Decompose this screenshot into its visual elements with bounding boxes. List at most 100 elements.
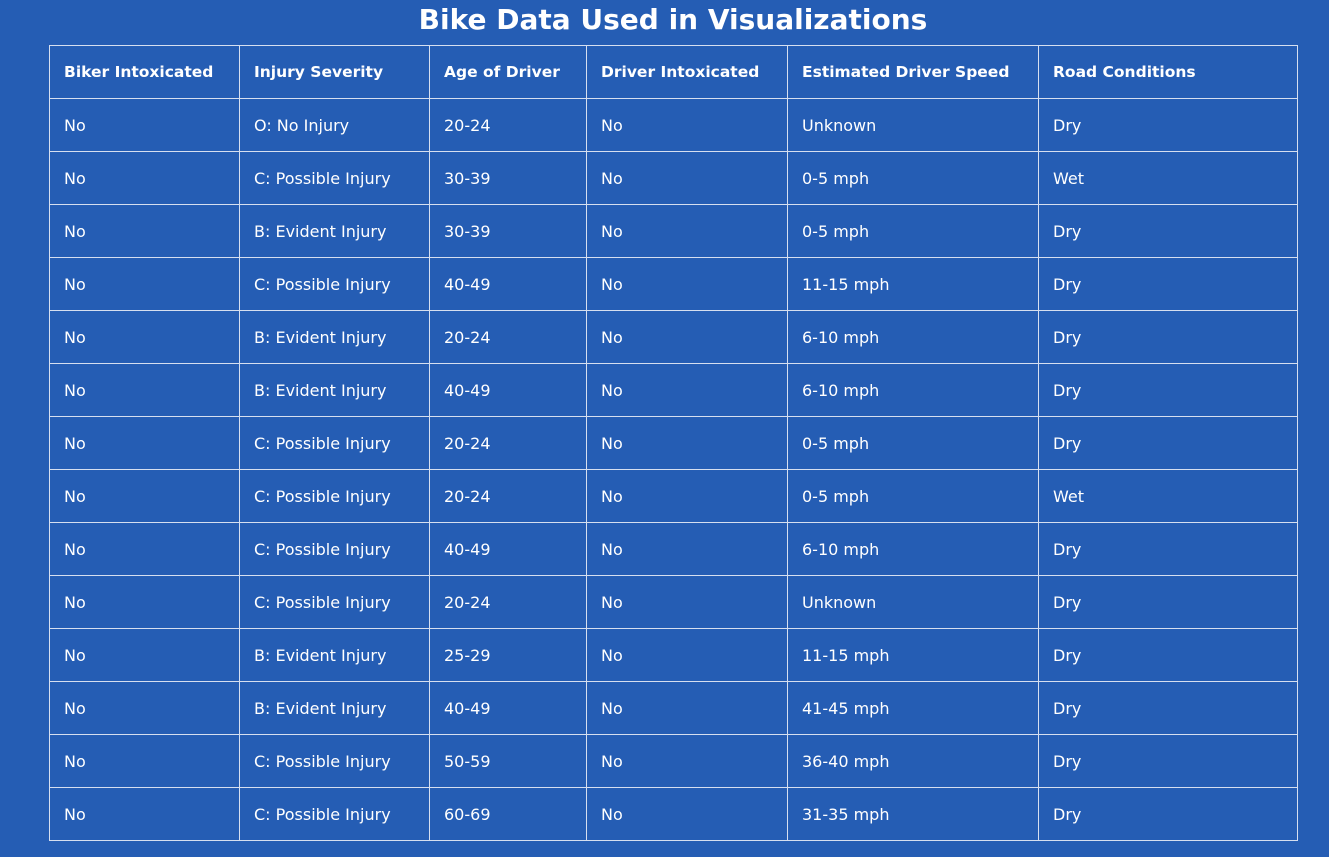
- table-cell-estimated-driver-speed: Unknown: [787, 575, 1039, 629]
- table-body: No O: No Injury 20-24 No Unknown Dry No C: Poss…: [49, 98, 1298, 841]
- table-cell-road-conditions: Dry: [1038, 681, 1298, 735]
- table-cell-injury-severity: C: Possible Injury: [239, 257, 430, 311]
- table-cell-biker-intoxicated: No: [49, 681, 240, 735]
- table-cell-age-of-driver: 20-24: [429, 575, 587, 629]
- table-cell-biker-intoxicated: No: [49, 469, 240, 523]
- page-title: Bike Data Used in Visualizations: [418, 3, 928, 36]
- table-cell-road-conditions: Dry: [1038, 522, 1298, 576]
- table-cell-driver-intoxicated: No: [586, 98, 788, 152]
- table-cell-estimated-driver-speed: Unknown: [787, 98, 1039, 152]
- table-cell-age-of-driver: 20-24: [429, 469, 587, 523]
- table-cell-estimated-driver-speed: 0-5 mph: [787, 151, 1039, 205]
- table-cell-road-conditions: Dry: [1038, 628, 1298, 682]
- table-cell-age-of-driver: 20-24: [429, 416, 587, 470]
- table-row: No C: Possible Injury 50-59 No 36-40 mph Dry: [49, 734, 1298, 788]
- table-cell-estimated-driver-speed: 31-35 mph: [787, 787, 1039, 841]
- table-cell-biker-intoxicated: No: [49, 257, 240, 311]
- table-cell-road-conditions: Dry: [1038, 575, 1298, 629]
- table-cell-road-conditions: Dry: [1038, 734, 1298, 788]
- table-cell-road-conditions: Dry: [1038, 310, 1298, 364]
- table-row: No B: Evident Injury 25-29 No 11-15 mph Dry: [49, 628, 1298, 682]
- table-row: No C: Possible Injury 20-24 No 0-5 mph Dry: [49, 416, 1298, 470]
- table-row: No C: Possible Injury 40-49 No 6-10 mph Dry: [49, 522, 1298, 576]
- table-cell-driver-intoxicated: No: [586, 628, 788, 682]
- table-cell-age-of-driver: 60-69: [429, 787, 587, 841]
- table-cell-estimated-driver-speed: 11-15 mph: [787, 257, 1039, 311]
- table-cell-age-of-driver: 50-59: [429, 734, 587, 788]
- table-cell-road-conditions: Dry: [1038, 204, 1298, 258]
- table-cell-injury-severity: C: Possible Injury: [239, 522, 430, 576]
- table-row: No C: Possible Injury 20-24 No Unknown Dry: [49, 575, 1298, 629]
- table-row: No B: Evident Injury 30-39 No 0-5 mph Dry: [49, 204, 1298, 258]
- table-cell-estimated-driver-speed: 41-45 mph: [787, 681, 1039, 735]
- table-cell-biker-intoxicated: No: [49, 787, 240, 841]
- table-cell-estimated-driver-speed: 6-10 mph: [787, 363, 1039, 417]
- table-cell-biker-intoxicated: No: [49, 522, 240, 576]
- table-cell-driver-intoxicated: No: [586, 151, 788, 205]
- table-cell-injury-severity: C: Possible Injury: [239, 151, 430, 205]
- table-cell-driver-intoxicated: No: [586, 575, 788, 629]
- table-cell-driver-intoxicated: No: [586, 734, 788, 788]
- bike-data-table: Biker Intoxicated Injury Severity Age of D…: [49, 45, 1298, 841]
- table-cell-injury-severity: C: Possible Injury: [239, 416, 430, 470]
- table-row: No O: No Injury 20-24 No Unknown Dry: [49, 98, 1298, 152]
- column-header-road-conditions: Road Conditions: [1038, 45, 1298, 99]
- table-cell-injury-severity: C: Possible Injury: [239, 575, 430, 629]
- table-cell-biker-intoxicated: No: [49, 416, 240, 470]
- table-row: No C: Possible Injury 20-24 No 0-5 mph Wet: [49, 469, 1298, 523]
- table-cell-driver-intoxicated: No: [586, 310, 788, 364]
- table-cell-age-of-driver: 30-39: [429, 151, 587, 205]
- table-row: No B: Evident Injury 40-49 No 41-45 mph Dry: [49, 681, 1298, 735]
- table-cell-age-of-driver: 20-24: [429, 98, 587, 152]
- table-cell-biker-intoxicated: No: [49, 310, 240, 364]
- table-cell-road-conditions: Dry: [1038, 363, 1298, 417]
- table-cell-driver-intoxicated: No: [586, 416, 788, 470]
- table-cell-biker-intoxicated: No: [49, 151, 240, 205]
- table-cell-biker-intoxicated: No: [49, 98, 240, 152]
- table-cell-driver-intoxicated: No: [586, 257, 788, 311]
- table-cell-road-conditions: Dry: [1038, 257, 1298, 311]
- table-row: No B: Evident Injury 40-49 No 6-10 mph Dry: [49, 363, 1298, 417]
- header-row: Biker Intoxicated Injury Severity Age of D…: [49, 45, 1298, 99]
- table-cell-injury-severity: C: Possible Injury: [239, 469, 430, 523]
- column-header-biker-intoxicated: Biker Intoxicated: [49, 45, 240, 99]
- table-cell-injury-severity: B: Evident Injury: [239, 310, 430, 364]
- table-cell-estimated-driver-speed: 36-40 mph: [787, 734, 1039, 788]
- table-header: Biker Intoxicated Injury Severity Age of D…: [49, 45, 1298, 99]
- table-row: No C: Possible Injury 30-39 No 0-5 mph Wet: [49, 151, 1298, 205]
- table-cell-driver-intoxicated: No: [586, 681, 788, 735]
- table-cell-injury-severity: B: Evident Injury: [239, 204, 430, 258]
- table-cell-driver-intoxicated: No: [586, 469, 788, 523]
- table-cell-driver-intoxicated: No: [586, 204, 788, 258]
- table-cell-driver-intoxicated: No: [586, 787, 788, 841]
- table-cell-age-of-driver: 40-49: [429, 257, 587, 311]
- table-cell-biker-intoxicated: No: [49, 204, 240, 258]
- table-cell-age-of-driver: 40-49: [429, 522, 587, 576]
- table-cell-age-of-driver: 25-29: [429, 628, 587, 682]
- table-cell-biker-intoxicated: No: [49, 575, 240, 629]
- table-cell-injury-severity: C: Possible Injury: [239, 787, 430, 841]
- table-cell-age-of-driver: 30-39: [429, 204, 587, 258]
- column-header-age-of-driver: Age of Driver: [429, 45, 587, 99]
- table-cell-estimated-driver-speed: 0-5 mph: [787, 416, 1039, 470]
- column-header-injury-severity: Injury Severity: [239, 45, 430, 99]
- table-row: No C: Possible Injury 40-49 No 11-15 mph Dry: [49, 257, 1298, 311]
- table-row: No C: Possible Injury 60-69 No 31-35 mph Dry: [49, 787, 1298, 841]
- table-cell-injury-severity: C: Possible Injury: [239, 734, 430, 788]
- table-cell-driver-intoxicated: No: [586, 522, 788, 576]
- table-cell-age-of-driver: 40-49: [429, 681, 587, 735]
- table-cell-age-of-driver: 20-24: [429, 310, 587, 364]
- table-cell-estimated-driver-speed: 6-10 mph: [787, 310, 1039, 364]
- table-row: No B: Evident Injury 20-24 No 6-10 mph Dry: [49, 310, 1298, 364]
- table-cell-road-conditions: Dry: [1038, 98, 1298, 152]
- table-cell-injury-severity: B: Evident Injury: [239, 681, 430, 735]
- table-cell-estimated-driver-speed: 6-10 mph: [787, 522, 1039, 576]
- table-cell-estimated-driver-speed: 0-5 mph: [787, 469, 1039, 523]
- table-cell-driver-intoxicated: No: [586, 363, 788, 417]
- table-cell-age-of-driver: 40-49: [429, 363, 587, 417]
- table-cell-estimated-driver-speed: 0-5 mph: [787, 204, 1039, 258]
- column-header-driver-intoxicated: Driver Intoxicated: [586, 45, 788, 99]
- table-cell-biker-intoxicated: No: [49, 363, 240, 417]
- table-cell-estimated-driver-speed: 11-15 mph: [787, 628, 1039, 682]
